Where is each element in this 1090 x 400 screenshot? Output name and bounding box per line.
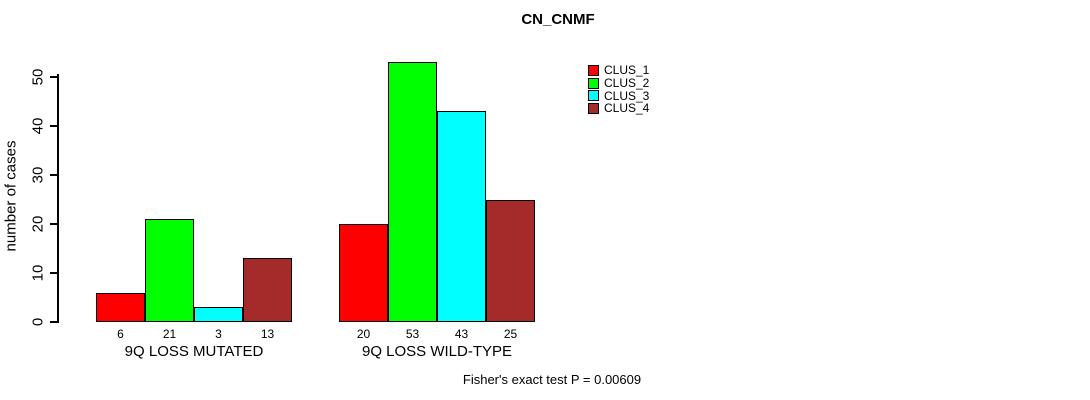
bar-clus_2-group1	[145, 219, 194, 322]
legend-label: CLUS_2	[604, 76, 650, 91]
legend-label: CLUS_4	[604, 101, 650, 116]
y-tick-label-10: 10	[29, 264, 47, 282]
y-tick-mark-20	[50, 223, 58, 225]
group-label-2: 9Q LOSS WILD-TYPE	[361, 343, 513, 360]
bar-value-label-clus_4-group1: 13	[260, 327, 275, 341]
bar-value-label-clus_1-group2: 20	[356, 327, 371, 341]
group-label-1: 9Q LOSS MUTATED	[124, 343, 264, 360]
legend-row-clus_1: CLUS_1	[588, 63, 650, 78]
y-tick-mark-40	[50, 125, 58, 127]
y-tick-mark-0	[50, 321, 58, 323]
legend-label: CLUS_1	[604, 63, 650, 78]
legend-row-clus_3: CLUS_3	[588, 88, 650, 103]
y-axis-label: number of cases	[2, 140, 20, 252]
y-tick-mark-10	[50, 272, 58, 274]
bar-value-label-clus_3-group1: 3	[215, 327, 222, 341]
y-tick-label-40: 40	[29, 117, 47, 135]
legend-label: CLUS_3	[604, 88, 650, 103]
bar-clus_3-group1	[194, 307, 243, 322]
y-tick-label-30: 30	[29, 166, 47, 184]
legend-swatch-icon	[588, 77, 599, 89]
y-tick-label-50: 50	[29, 68, 47, 86]
bar-clus_4-group1	[243, 258, 292, 322]
bar-clus_1-group2	[339, 224, 388, 322]
legend-row-clus_4: CLUS_4	[588, 101, 650, 116]
y-tick-label-20: 20	[29, 215, 47, 233]
legend-row-clus_2: CLUS_2	[588, 76, 650, 91]
bar-value-label-clus_2-group1: 21	[162, 327, 177, 341]
y-tick-label-0: 0	[29, 317, 47, 327]
bar-clus_3-group2	[437, 111, 486, 322]
legend-swatch-icon	[588, 102, 599, 114]
bar-clus_1-group1	[96, 292, 145, 322]
bar-clus_4-group2	[486, 199, 535, 322]
y-tick-mark-50	[50, 76, 58, 78]
stat-test-note: Fisher's exact test P = 0.00609	[462, 372, 642, 387]
bar-value-label-clus_2-group2: 53	[405, 327, 420, 341]
bar-value-label-clus_3-group2: 43	[454, 327, 469, 341]
legend: CLUS_1 CLUS_2 CLUS_3 CLUS_4	[588, 63, 650, 116]
bar-clus_2-group2	[388, 62, 437, 322]
y-tick-mark-30	[50, 174, 58, 176]
bar-value-label-clus_4-group2: 25	[503, 327, 518, 341]
y-axis-line	[57, 74, 59, 323]
legend-swatch-icon	[588, 64, 599, 76]
chart-title: CN_CNMF	[521, 11, 595, 28]
legend-swatch-icon	[588, 90, 599, 102]
bar-value-label-clus_1-group1: 6	[117, 327, 124, 341]
